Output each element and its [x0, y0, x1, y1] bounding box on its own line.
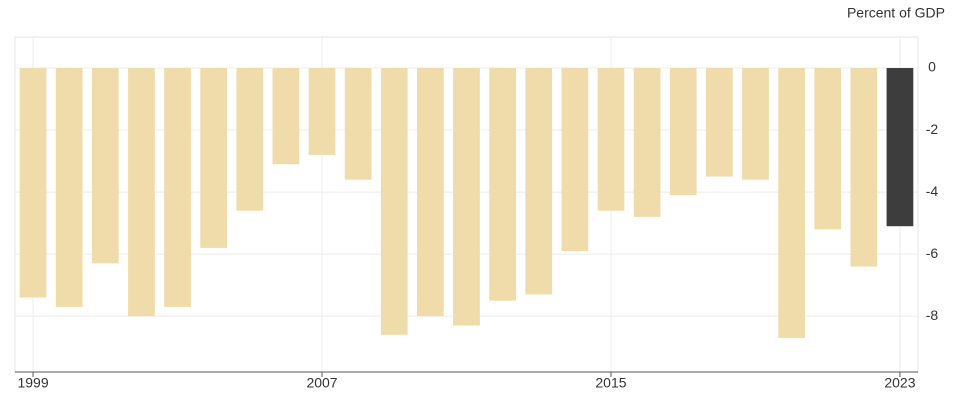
bar — [19, 68, 47, 298]
bar — [417, 68, 444, 317]
bar — [272, 68, 300, 165]
bar — [669, 68, 697, 196]
bar — [886, 68, 914, 227]
bar — [561, 68, 589, 252]
bar — [633, 68, 661, 217]
bar — [850, 68, 878, 267]
bar — [489, 68, 516, 301]
bar — [778, 68, 805, 338]
y-tick-label: -4 — [926, 183, 939, 199]
bar — [597, 68, 625, 211]
bar — [742, 68, 769, 180]
x-tick-label: 2007 — [306, 375, 337, 391]
y-tick-label: -6 — [926, 245, 939, 261]
bar — [453, 68, 480, 326]
y-tick-label: -2 — [926, 121, 939, 137]
x-tick-label: 2023 — [884, 375, 915, 391]
bar — [380, 68, 408, 335]
x-tick-label: 1999 — [17, 375, 48, 391]
bar — [236, 68, 264, 211]
bar — [705, 68, 733, 177]
bar — [814, 68, 842, 230]
bar — [91, 68, 119, 264]
bar — [55, 68, 83, 307]
x-tick-label: 2015 — [595, 375, 626, 391]
bar — [200, 68, 228, 248]
bar — [128, 68, 155, 317]
bar — [525, 68, 553, 295]
bar — [308, 68, 336, 155]
y-tick-label: 0 — [928, 59, 936, 75]
bar — [164, 68, 191, 307]
unit-label: Percent of GDP — [847, 5, 945, 21]
y-tick-label: -8 — [926, 307, 939, 323]
bar — [344, 68, 372, 180]
